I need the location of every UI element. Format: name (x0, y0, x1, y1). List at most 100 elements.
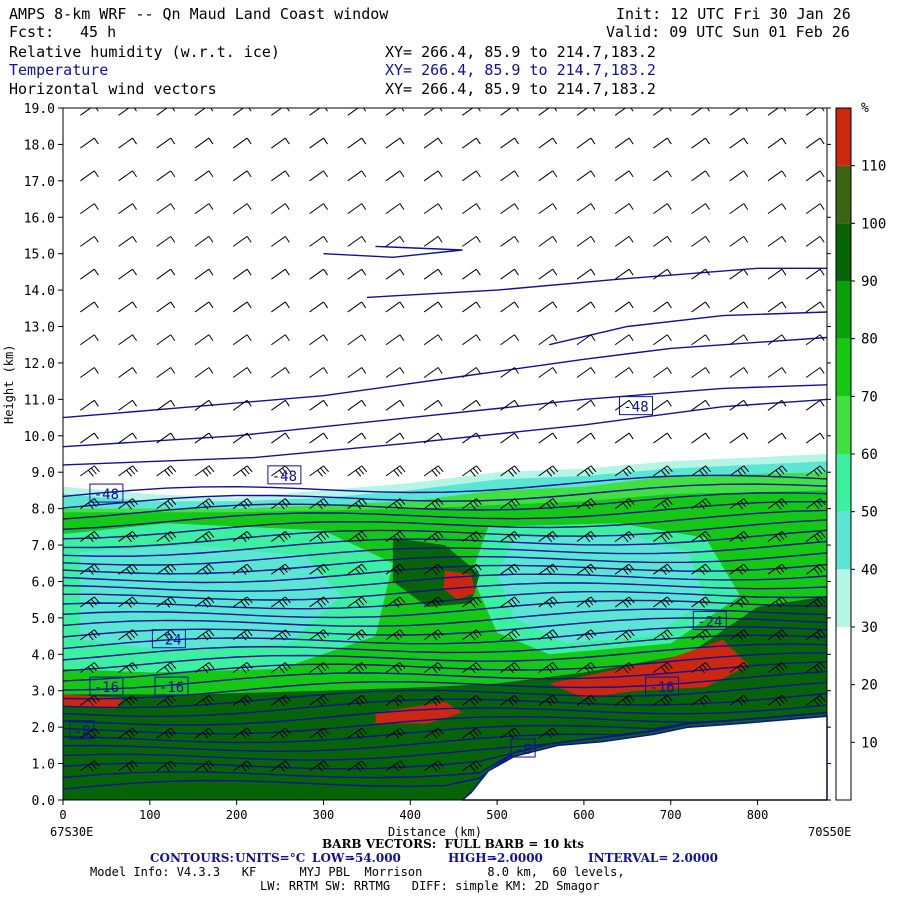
wind-barb-flag (87, 502, 94, 510)
wind-barb-staff (538, 531, 554, 542)
wind-barb-flag (584, 633, 591, 641)
wind-barb-flag (164, 502, 171, 510)
wind-barb-flag (813, 502, 820, 510)
wind-barb-flag (819, 203, 825, 210)
wind-barb-flag (469, 502, 476, 510)
x-tick-label: 100 (139, 808, 161, 822)
wind-barb (500, 334, 519, 346)
wind-barb-flag (132, 563, 138, 571)
wind-barb-flag (437, 203, 443, 210)
wind-barb-flag (164, 764, 171, 772)
wind-barb-flag (660, 535, 667, 543)
wind-barb-flag (132, 301, 137, 309)
wind-barb (156, 531, 177, 543)
wind-barb-flag (205, 467, 212, 475)
wind-barb-flag (246, 137, 252, 145)
wind-barb-flag (549, 467, 556, 475)
wind-barb-flag (775, 568, 782, 575)
wind-barb-flag (508, 633, 514, 641)
wind-barb-flag (587, 631, 594, 639)
wind-barb-flag (475, 760, 482, 768)
wind-barb (653, 137, 672, 149)
wind-barb-flag (781, 694, 788, 702)
wind-barb-flag (546, 469, 553, 477)
wind-barb-flag (816, 566, 823, 573)
x-tick-label: 400 (399, 808, 421, 822)
wind-barb-flag (208, 236, 214, 243)
wind-barb-staff (309, 531, 324, 542)
wind-barb (767, 268, 787, 280)
wind-barb-flag (323, 367, 328, 374)
wind-barb (385, 108, 405, 116)
wind-barb-flag (552, 236, 558, 243)
wind-barb-staff (385, 108, 398, 116)
wind-barb-staff (614, 596, 630, 608)
wind-barb (347, 203, 367, 215)
wind-barb-staff (462, 432, 477, 444)
wind-barb-staff (805, 235, 821, 247)
wind-barb (462, 137, 481, 149)
wind-barb-flag (317, 469, 323, 477)
wind-barb (80, 268, 99, 280)
wind-barb-staff (385, 301, 401, 313)
wind-barb (194, 367, 214, 378)
wind-barb (614, 596, 635, 608)
wind-barb-flag (737, 633, 744, 641)
wind-barb-staff (232, 563, 248, 575)
wind-barb-staff (805, 563, 821, 575)
wind-barb-flag (205, 729, 212, 737)
wind-barb (347, 760, 368, 772)
wind-barb (347, 367, 367, 378)
wind-barb-flag (590, 662, 597, 669)
wind-barb (347, 465, 368, 477)
wind-barb-flag (90, 598, 97, 606)
wind-barb-flag (737, 601, 744, 608)
wind-barb-staff (423, 108, 436, 116)
wind-barb-flag (278, 601, 285, 608)
wind-barb-flag (475, 203, 481, 210)
wind-barb-staff (156, 465, 172, 477)
wind-barb (271, 727, 291, 739)
wind-barb-staff (271, 108, 283, 116)
wind-barb-staff (80, 367, 95, 378)
wind-barb-staff (156, 137, 172, 149)
wind-barb (156, 596, 177, 608)
wind-barb (805, 563, 826, 575)
wind-barb (118, 170, 137, 182)
wind-barb-flag (93, 662, 100, 669)
wind-barb-staff (271, 137, 286, 149)
wind-barb-flag (361, 563, 368, 571)
wind-barb (576, 203, 596, 215)
x-tick-label: 200 (226, 808, 248, 822)
wind-barb-flag (164, 535, 171, 543)
colorbar-swatch (836, 223, 851, 281)
wind-barb-staff (729, 531, 745, 542)
wind-barb-flag (590, 400, 596, 407)
wind-barb-staff (271, 629, 286, 641)
wind-barb (271, 301, 290, 313)
wind-barb (156, 727, 177, 739)
wind-barb (653, 465, 673, 477)
x-right-endpoint: 70S50E (808, 825, 852, 839)
wind-barb-staff (538, 727, 554, 739)
wind-barb (232, 235, 252, 247)
x-tick-label: 600 (573, 808, 595, 822)
wind-barb (347, 596, 368, 608)
wind-barb-staff (271, 498, 286, 510)
wind-barb (691, 465, 711, 477)
wind-barb-flag (584, 699, 591, 707)
wind-barb-flag (666, 531, 673, 538)
wind-barb (80, 662, 100, 674)
wind-barb (232, 596, 253, 608)
contour-label-box (692, 611, 727, 631)
wind-barb (194, 760, 215, 772)
wind-barb-flag (317, 568, 323, 575)
wind-barb-flag (778, 500, 785, 508)
wind-barb (614, 170, 634, 182)
wind-barb-flag (549, 631, 556, 639)
wind-barb-flag (552, 367, 558, 374)
wind-barb-flag (323, 236, 328, 243)
wind-barb (118, 498, 138, 510)
wind-barb-flag (323, 498, 329, 505)
wind-barb-flag (437, 498, 444, 505)
